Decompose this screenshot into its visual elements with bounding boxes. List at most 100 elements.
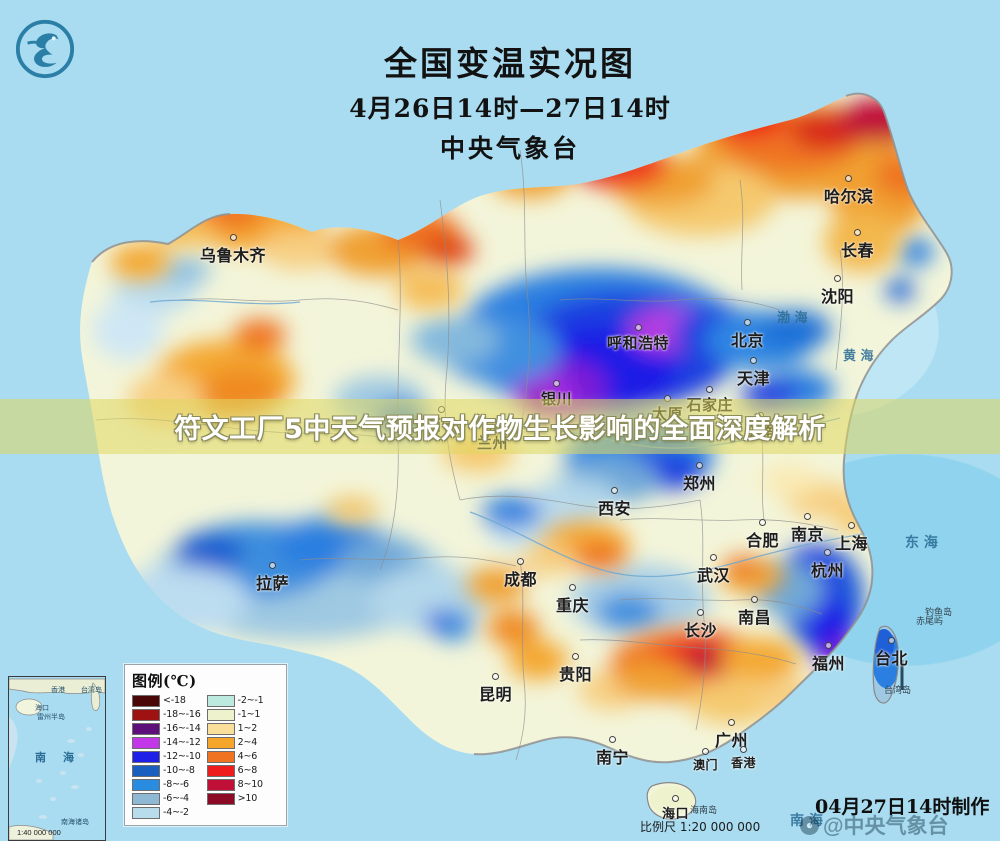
legend-row: -14~-12 <box>132 736 201 749</box>
legend-label: -18~-16 <box>163 709 201 720</box>
city-marker-icon <box>492 673 499 680</box>
city-label: 重庆 <box>556 584 589 616</box>
city-marker-icon <box>572 653 579 660</box>
legend-label: -16~-14 <box>163 723 201 734</box>
city-name: 南宁 <box>596 748 630 767</box>
minor-place-label: 台湾岛 <box>884 686 912 696</box>
legend-swatch <box>206 708 235 721</box>
city-label: 哈尔滨 <box>824 175 874 207</box>
legend-label: <-18 <box>163 695 186 706</box>
bottom-white-strip <box>0 841 1000 847</box>
city-name: 南昌 <box>738 608 772 627</box>
legend-row: 2~4 <box>206 736 264 749</box>
city-name: 广州 <box>715 731 749 750</box>
city-marker-icon <box>609 736 616 743</box>
city-name: 台北 <box>875 649 909 668</box>
legend-column-warm: -2~-1 -1~1 1~2 2~4 4~6 6~8 8~10 >10 <box>206 694 264 819</box>
city-name: 呼和浩特 <box>607 334 670 352</box>
map-scale-text: 比例尺 1:20 000 000 <box>640 820 761 834</box>
watermark-text: @中央气象台 <box>823 815 949 838</box>
legend-row: 1~2 <box>206 722 264 735</box>
legend-label: 6~8 <box>237 765 258 776</box>
legend-title: 图例(℃) <box>132 672 197 690</box>
legend-label: -6~-4 <box>163 793 189 804</box>
legend-row: 4~6 <box>206 750 264 763</box>
legend-swatch <box>132 722 160 735</box>
city-marker-icon <box>888 637 895 644</box>
city-label: 昆明 <box>479 673 512 705</box>
legend-label: -14~-12 <box>163 737 201 748</box>
city-name: 合肥 <box>746 531 780 550</box>
city-label: 贵阳 <box>559 653 592 685</box>
city-label: 南宁 <box>596 736 629 768</box>
legend-swatch <box>206 736 235 749</box>
city-name: 西安 <box>598 499 632 518</box>
city-marker-icon <box>697 609 704 616</box>
city-label: 杭州 <box>811 549 844 581</box>
city-marker-icon <box>834 275 841 282</box>
weibo-logo-icon: ● <box>800 815 819 835</box>
minor-place-label: 钓鱼岛 <box>925 608 953 618</box>
overlay-banner-text: 符文工厂5中天气预报对作物生长影响的全面深度解析 <box>174 414 826 445</box>
city-label: 乌鲁木齐 <box>200 234 266 266</box>
legend-swatch <box>206 750 235 763</box>
legend-label: -10~-8 <box>163 765 195 776</box>
city-marker-icon <box>845 175 853 182</box>
south-china-sea-inset: 南 海 海口 雷州半岛 香港 台湾岛 南海诸岛 1:40 000 000 <box>8 676 106 841</box>
legend-swatch <box>132 778 160 791</box>
city-name: 北京 <box>731 331 765 350</box>
legend-swatch <box>132 750 160 763</box>
city-label: 南昌 <box>738 596 771 628</box>
overlay-banner: 符文工厂5中天气预报对作物生长影响的全面深度解析 <box>0 399 1000 454</box>
city-name: 南京 <box>791 525 825 544</box>
legend-label: -4~-2 <box>163 807 189 818</box>
legend-swatch <box>206 778 235 791</box>
inset-place-label: 台湾岛 <box>81 687 102 694</box>
legend-swatch <box>132 792 160 805</box>
city-marker-icon <box>759 519 766 526</box>
legend-row: -8~-6 <box>132 778 201 791</box>
legend-column-cold: <-18 -18~-16 -16~-14 -14~-12 -12~-10 -10~-8 -8… <box>132 694 201 819</box>
city-name: 拉萨 <box>256 574 290 593</box>
city-marker-icon <box>611 487 618 494</box>
weibo-watermark: ● @中央气象台 <box>800 810 948 840</box>
city-name: 昆明 <box>479 685 513 704</box>
city-marker-icon <box>706 386 714 393</box>
city-label: 沈阳 <box>821 275 854 307</box>
city-marker-icon <box>740 746 747 753</box>
city-label: 台北 <box>875 637 908 669</box>
city-name: 贵阳 <box>559 665 593 684</box>
city-label: 福州 <box>812 642 845 674</box>
legend-swatch <box>206 694 235 707</box>
city-label: 香港 <box>731 746 756 771</box>
inset-scale: 1:40 000 000 <box>17 828 61 837</box>
city-name: 上海 <box>835 534 869 553</box>
legend-row: -1~1 <box>206 708 264 721</box>
city-marker-icon <box>825 642 832 649</box>
city-name: 武汉 <box>697 566 731 585</box>
legend-row: -2~-1 <box>206 694 264 707</box>
legend-label: >10 <box>237 793 258 804</box>
dragon-emblem-icon <box>15 19 75 79</box>
city-label: 呼和浩特 <box>607 324 669 353</box>
city-label: 郑州 <box>683 462 716 494</box>
legend-row: <-18 <box>132 694 201 707</box>
map-title: 全国变温实况图 <box>384 44 636 83</box>
minor-place-label: 海南岛 <box>690 806 718 816</box>
legend-row: >10 <box>206 792 264 805</box>
city-label: 南京 <box>791 513 824 545</box>
sea-label: 东 海 <box>905 535 938 551</box>
city-marker-icon <box>804 513 811 520</box>
city-label: 北京 <box>731 319 764 351</box>
city-label: 海口 <box>662 795 689 822</box>
sea-label: 黄 海 <box>843 349 874 364</box>
city-marker-icon <box>824 549 831 556</box>
legend-row: 6~8 <box>206 764 264 777</box>
city-label: 武汉 <box>697 554 730 586</box>
legend-swatch <box>132 694 160 707</box>
legend-row: 8~10 <box>206 778 264 791</box>
minor-place-label: 赤尾屿 <box>916 617 944 627</box>
legend-swatch <box>132 736 160 749</box>
city-label: 上海 <box>835 522 868 554</box>
city-marker-icon <box>517 558 524 565</box>
